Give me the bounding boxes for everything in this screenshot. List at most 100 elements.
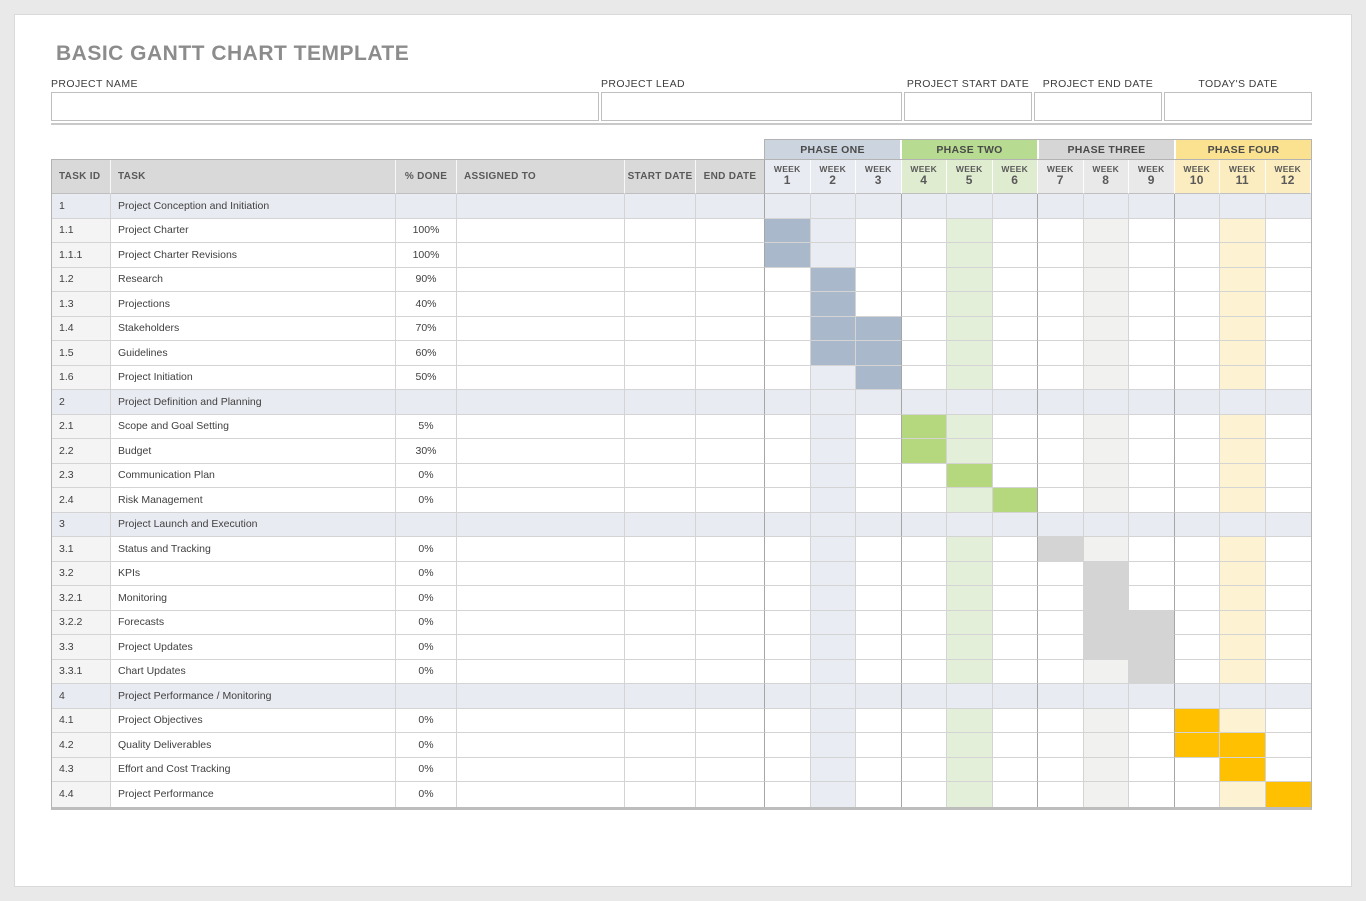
gantt-cell-week-8[interactable] xyxy=(1083,708,1129,733)
gantt-cell-week-8[interactable] xyxy=(1083,365,1129,390)
gantt-cell-week-7[interactable] xyxy=(1038,561,1084,586)
cell-task[interactable]: Project Performance xyxy=(111,782,396,807)
gantt-cell-week-9[interactable] xyxy=(1129,194,1175,219)
gantt-cell-week-2[interactable] xyxy=(810,757,856,782)
gantt-cell-week-12[interactable] xyxy=(1265,537,1311,562)
gantt-cell-week-12[interactable] xyxy=(1265,659,1311,684)
gantt-cell-week-2[interactable] xyxy=(810,390,856,415)
gantt-cell-week-2[interactable] xyxy=(810,561,856,586)
cell-task-id[interactable]: 3.2.1 xyxy=(52,586,111,611)
cell-assigned-to[interactable] xyxy=(457,390,625,415)
gantt-cell-week-12[interactable] xyxy=(1265,708,1311,733)
gantt-cell-week-5[interactable] xyxy=(947,610,993,635)
cell-start-date[interactable] xyxy=(625,243,696,268)
gantt-cell-week-11[interactable] xyxy=(1220,243,1266,268)
cell-percent-done[interactable]: 0% xyxy=(396,537,457,562)
gantt-cell-week-1[interactable] xyxy=(765,316,811,341)
gantt-cell-week-10[interactable] xyxy=(1174,390,1220,415)
gantt-cell-week-9[interactable] xyxy=(1129,757,1175,782)
gantt-cell-week-8[interactable] xyxy=(1083,439,1129,464)
gantt-cell-week-2[interactable] xyxy=(810,218,856,243)
gantt-cell-week-6[interactable] xyxy=(992,635,1038,660)
gantt-cell-week-4[interactable] xyxy=(901,365,947,390)
todays-date-input[interactable] xyxy=(1164,92,1312,121)
cell-percent-done[interactable]: 50% xyxy=(396,365,457,390)
gantt-cell-week-3[interactable] xyxy=(856,243,902,268)
gantt-cell-week-1[interactable] xyxy=(765,782,811,807)
gantt-cell-week-7[interactable] xyxy=(1038,512,1084,537)
gantt-cell-week-4[interactable] xyxy=(901,316,947,341)
gantt-cell-week-2[interactable] xyxy=(810,463,856,488)
gantt-cell-week-2[interactable] xyxy=(810,586,856,611)
gantt-cell-week-8[interactable] xyxy=(1083,537,1129,562)
cell-end-date[interactable] xyxy=(696,316,765,341)
cell-percent-done[interactable]: 5% xyxy=(396,414,457,439)
gantt-cell-week-7[interactable] xyxy=(1038,733,1084,758)
cell-start-date[interactable] xyxy=(625,414,696,439)
gantt-cell-week-5[interactable] xyxy=(947,292,993,317)
cell-end-date[interactable] xyxy=(696,292,765,317)
gantt-cell-week-3[interactable] xyxy=(856,194,902,219)
gantt-cell-week-10[interactable] xyxy=(1174,733,1220,758)
cell-end-date[interactable] xyxy=(696,267,765,292)
cell-assigned-to[interactable] xyxy=(457,610,625,635)
cell-start-date[interactable] xyxy=(625,267,696,292)
gantt-cell-week-10[interactable] xyxy=(1174,782,1220,807)
gantt-cell-week-8[interactable] xyxy=(1083,757,1129,782)
gantt-cell-week-10[interactable] xyxy=(1174,659,1220,684)
gantt-cell-week-1[interactable] xyxy=(765,414,811,439)
cell-start-date[interactable] xyxy=(625,782,696,807)
gantt-cell-week-9[interactable] xyxy=(1129,243,1175,268)
cell-end-date[interactable] xyxy=(696,488,765,513)
gantt-cell-week-5[interactable] xyxy=(947,733,993,758)
gantt-cell-week-1[interactable] xyxy=(765,757,811,782)
cell-end-date[interactable] xyxy=(696,414,765,439)
gantt-cell-week-11[interactable] xyxy=(1220,684,1266,709)
gantt-cell-week-11[interactable] xyxy=(1220,414,1266,439)
gantt-cell-week-1[interactable] xyxy=(765,194,811,219)
cell-end-date[interactable] xyxy=(696,390,765,415)
cell-start-date[interactable] xyxy=(625,561,696,586)
gantt-cell-week-9[interactable] xyxy=(1129,537,1175,562)
cell-assigned-to[interactable] xyxy=(457,684,625,709)
project-lead-input[interactable] xyxy=(601,92,902,121)
cell-end-date[interactable] xyxy=(696,439,765,464)
gantt-cell-week-3[interactable] xyxy=(856,341,902,366)
cell-task[interactable]: Scope and Goal Setting xyxy=(111,414,396,439)
gantt-cell-week-2[interactable] xyxy=(810,194,856,219)
cell-percent-done[interactable]: 0% xyxy=(396,757,457,782)
gantt-cell-week-12[interactable] xyxy=(1265,439,1311,464)
gantt-cell-week-6[interactable] xyxy=(992,708,1038,733)
gantt-cell-week-3[interactable] xyxy=(856,365,902,390)
gantt-cell-week-12[interactable] xyxy=(1265,757,1311,782)
gantt-cell-week-3[interactable] xyxy=(856,414,902,439)
cell-end-date[interactable] xyxy=(696,782,765,807)
cell-start-date[interactable] xyxy=(625,635,696,660)
cell-percent-done[interactable]: 0% xyxy=(396,610,457,635)
gantt-cell-week-4[interactable] xyxy=(901,488,947,513)
cell-task[interactable]: Project Initiation xyxy=(111,365,396,390)
gantt-cell-week-12[interactable] xyxy=(1265,463,1311,488)
cell-task[interactable]: Effort and Cost Tracking xyxy=(111,757,396,782)
cell-assigned-to[interactable] xyxy=(457,561,625,586)
gantt-cell-week-6[interactable] xyxy=(992,439,1038,464)
gantt-cell-week-1[interactable] xyxy=(765,684,811,709)
cell-task-id[interactable]: 3.2.2 xyxy=(52,610,111,635)
cell-task-id[interactable]: 1.4 xyxy=(52,316,111,341)
gantt-cell-week-12[interactable] xyxy=(1265,414,1311,439)
cell-task[interactable]: Guidelines xyxy=(111,341,396,366)
gantt-cell-week-4[interactable] xyxy=(901,243,947,268)
cell-assigned-to[interactable] xyxy=(457,341,625,366)
gantt-cell-week-10[interactable] xyxy=(1174,292,1220,317)
gantt-cell-week-1[interactable] xyxy=(765,243,811,268)
cell-start-date[interactable] xyxy=(625,488,696,513)
cell-percent-done[interactable]: 40% xyxy=(396,292,457,317)
gantt-cell-week-11[interactable] xyxy=(1220,708,1266,733)
gantt-cell-week-4[interactable] xyxy=(901,733,947,758)
gantt-cell-week-11[interactable] xyxy=(1220,292,1266,317)
gantt-cell-week-8[interactable] xyxy=(1083,733,1129,758)
gantt-cell-week-2[interactable] xyxy=(810,341,856,366)
gantt-cell-week-3[interactable] xyxy=(856,659,902,684)
cell-start-date[interactable] xyxy=(625,390,696,415)
cell-percent-done[interactable]: 100% xyxy=(396,218,457,243)
